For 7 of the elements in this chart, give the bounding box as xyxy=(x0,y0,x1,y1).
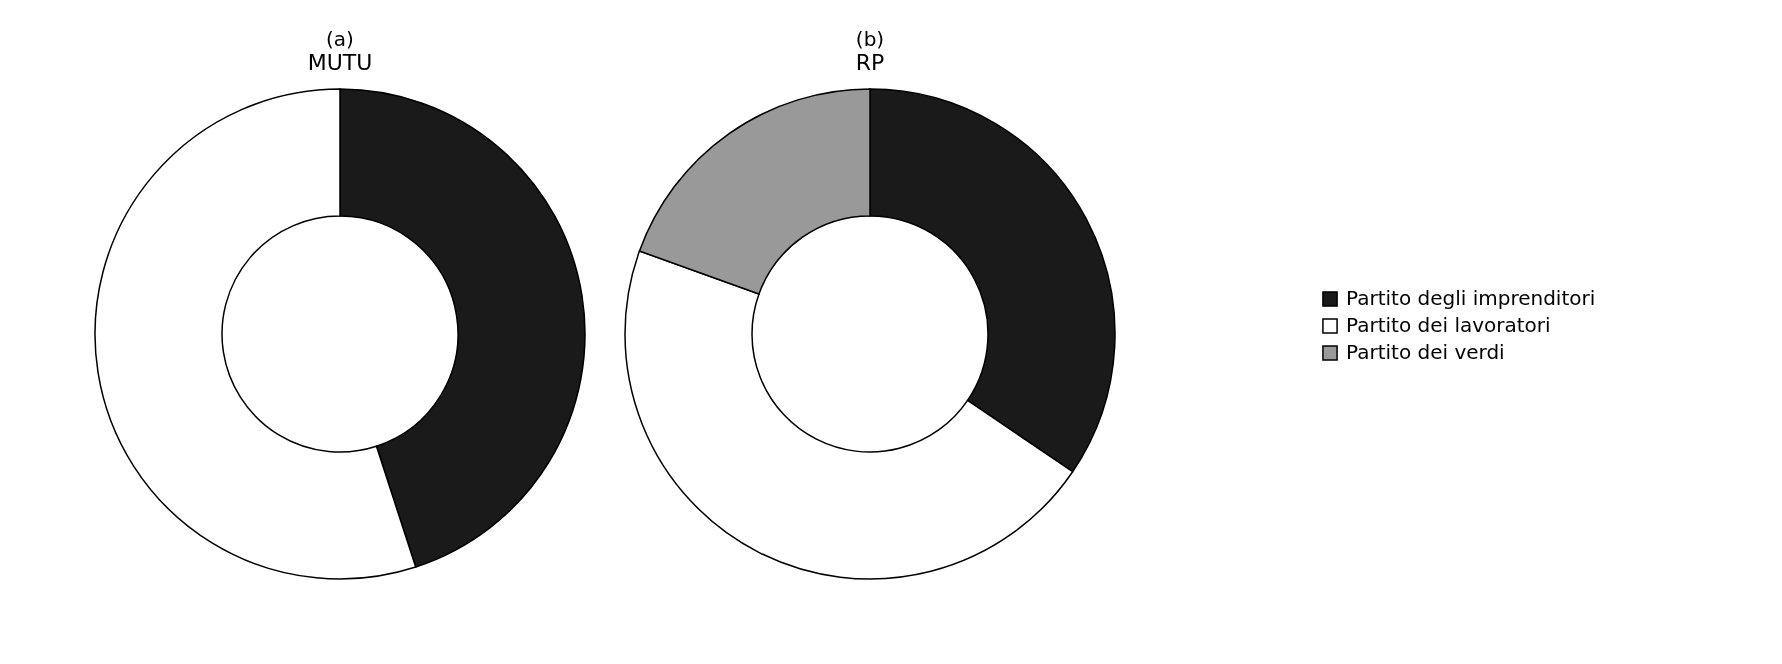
chart-subtitle: MUTU xyxy=(307,50,373,75)
legend-label: Partito degli imprenditori xyxy=(1346,286,1596,310)
legend-label: Partito dei lavoratori xyxy=(1346,313,1551,337)
chart-subtitle: RP xyxy=(855,50,885,75)
chart-title: (a) xyxy=(326,27,354,51)
legend-label: Partito dei verdi xyxy=(1346,340,1505,364)
chart-title: (b) xyxy=(855,27,885,51)
